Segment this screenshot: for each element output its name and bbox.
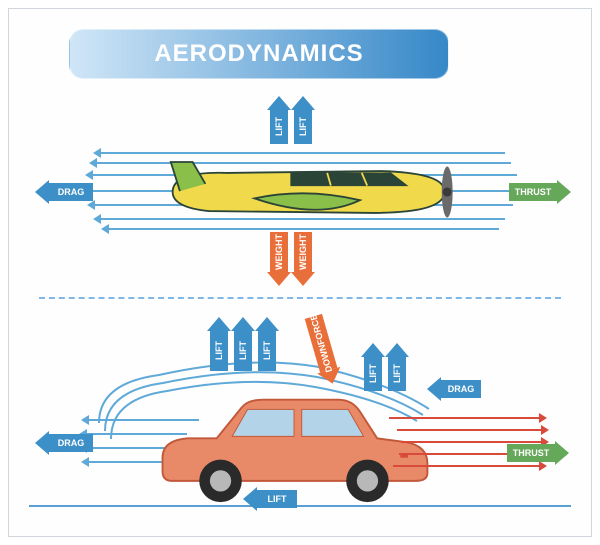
arrow-head-icon xyxy=(207,317,231,331)
panel-divider xyxy=(39,297,561,299)
arrow-head-icon xyxy=(427,377,441,401)
force-thrust: THRUST xyxy=(509,180,571,204)
force-lift1: LIFT xyxy=(207,317,231,371)
force-lift4: LIFT xyxy=(361,343,385,391)
force-lift2: LIFT xyxy=(231,317,255,371)
arrow-head-icon xyxy=(35,180,49,204)
force-label: LIFT xyxy=(258,331,276,371)
arrow-head-icon xyxy=(231,317,255,331)
car-ground-line xyxy=(29,505,571,507)
force-lift2: LIFT xyxy=(291,96,315,144)
force-label: THRUST xyxy=(507,444,555,462)
force-label: LIFT xyxy=(388,357,406,391)
title-banner: AERODYNAMICS xyxy=(69,29,449,79)
force-lift5: LIFT xyxy=(385,343,409,391)
force-label: DRAG xyxy=(441,380,481,398)
arrow-head-icon xyxy=(557,180,571,204)
force-thrust: THRUST xyxy=(507,441,569,465)
car-panel: LIFTLIFTLIFTDOWNFORCELIFTLIFTDRAGDRAGTHR… xyxy=(29,309,571,529)
force-label: LIFT xyxy=(210,331,228,371)
force-lift3: LIFT xyxy=(255,317,279,371)
force-drag1: DRAG xyxy=(35,431,93,455)
flow-line xyxy=(393,465,539,467)
airplane-panel: LIFT LIFT WEIGHT WEIGHT DRAG THRUST xyxy=(29,94,571,284)
force-label: THRUST xyxy=(509,183,557,201)
force-label: LIFT xyxy=(364,357,382,391)
force-label: LIFT xyxy=(270,110,288,144)
airplane-illustration xyxy=(129,142,489,242)
arrow-head-icon xyxy=(555,441,569,465)
arrow-head-icon xyxy=(35,431,49,455)
force-label: LIFT xyxy=(257,490,297,508)
arrow-head-icon xyxy=(385,343,409,357)
arrow-head-icon xyxy=(361,343,385,357)
force-label: DRAG xyxy=(49,434,93,452)
force-weight2: WEIGHT xyxy=(291,232,315,286)
arrow-head-icon xyxy=(291,96,315,110)
force-lift-btm: LIFT xyxy=(243,487,297,511)
arrow-head-icon xyxy=(291,272,315,286)
force-weight1: WEIGHT xyxy=(267,232,291,286)
force-lift1: LIFT xyxy=(267,96,291,144)
force-label: LIFT xyxy=(294,110,312,144)
force-drag-up: DRAG xyxy=(427,377,481,401)
force-label: WEIGHT xyxy=(270,232,288,272)
force-label: LIFT xyxy=(234,331,252,371)
arrow-head-icon xyxy=(243,487,257,511)
force-drag: DRAG xyxy=(35,180,93,204)
diagram-frame: AERODYNAMICS LIFT LIFT WEIGHT WEIGHT DRAG THR… xyxy=(8,8,592,537)
title-text: AERODYNAMICS xyxy=(154,40,363,68)
arrow-head-icon xyxy=(267,272,291,286)
flow-line xyxy=(389,417,539,419)
arrow-head-icon xyxy=(267,96,291,110)
arrow-head-icon xyxy=(255,317,279,331)
force-label: WEIGHT xyxy=(294,232,312,272)
force-label: DRAG xyxy=(49,183,93,201)
flow-line xyxy=(397,429,541,431)
